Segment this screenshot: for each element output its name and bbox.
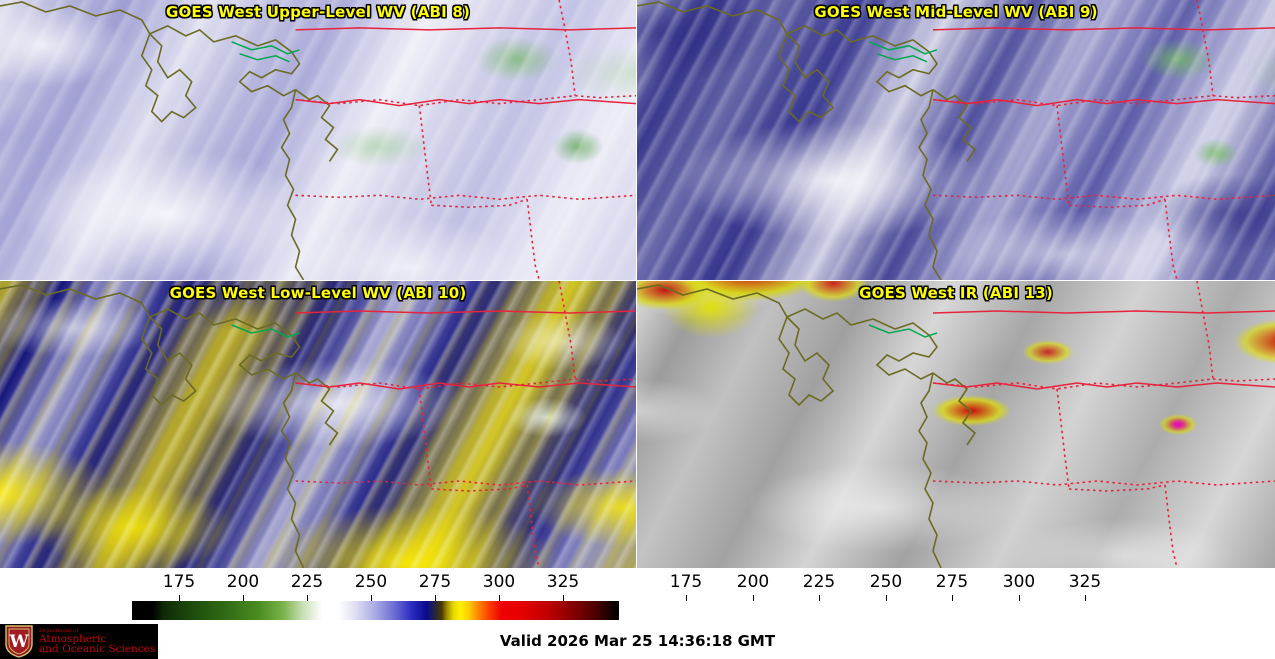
uw-aos-logo[interactable]: W Department of Atmospheric and Oceanic … <box>0 624 158 659</box>
panel-mid-level-wv[interactable]: GOES West Mid-Level WV (ABI 9) <box>637 0 1275 281</box>
tick-label: 325 <box>546 572 580 592</box>
tick-label: 250 <box>354 572 388 592</box>
panel-upper-level-wv[interactable]: GOES West Upper-Level WV (ABI 8) <box>0 0 637 281</box>
tick-label: 275 <box>418 572 452 592</box>
tick-label: 200 <box>736 572 770 592</box>
tick-label: 300 <box>1002 572 1036 592</box>
satellite-image-mid-level-wv <box>637 0 1275 280</box>
ir-colorbar[interactable]: 175 200 225 250 275 300 325 <box>638 568 1275 624</box>
panel-low-level-wv[interactable]: GOES West Low-Level WV (ABI 10) <box>0 281 637 568</box>
logo-wordmark: Department of Atmospheric and Oceanic Sc… <box>39 627 156 655</box>
footer: W Department of Atmospheric and Oceanic … <box>0 624 1275 659</box>
tick-label: 300 <box>482 572 516 592</box>
tick-label: 275 <box>935 572 969 592</box>
water-vapor-colorbar[interactable]: 175 200 225 250 275 300 325 <box>0 568 637 624</box>
colorbar-row: 175 200 225 250 275 300 325 175 200 225 … <box>0 568 1275 624</box>
tick-label: 200 <box>226 572 260 592</box>
uw-crest-icon: W <box>4 625 34 658</box>
svg-text:W: W <box>8 632 29 652</box>
colorbar-tick-marks <box>0 595 637 601</box>
satellite-image-upper-level-wv <box>0 0 636 280</box>
colorbar-tick-labels: 175 200 225 250 275 300 325 <box>638 572 1275 594</box>
logo-line-2: and Oceanic Sciences <box>39 643 156 655</box>
satellite-image-ir <box>637 281 1275 568</box>
colorbar-tick-labels: 175 200 225 250 275 300 325 <box>0 572 637 594</box>
tick-label: 225 <box>802 572 836 592</box>
colorbar-tick-marks <box>638 595 1275 601</box>
tick-label: 175 <box>669 572 703 592</box>
panel-ir[interactable]: GOES West IR (ABI 13) <box>637 281 1275 568</box>
tick-label: 175 <box>162 572 196 592</box>
tick-label: 250 <box>869 572 903 592</box>
valid-time-label: Valid 2026 Mar 25 14:36:18 GMT <box>499 632 776 650</box>
logo-line-1: Atmospheric <box>39 632 107 645</box>
satellite-image-low-level-wv <box>0 281 636 568</box>
satellite-panel-grid: GOES West Upper-Level WV (ABI 8) <box>0 0 1275 568</box>
tick-label: 325 <box>1068 572 1102 592</box>
tick-label: 225 <box>290 572 324 592</box>
logo-department-line: Department of <box>39 627 79 634</box>
colorbar-gradient[interactable] <box>132 601 619 620</box>
